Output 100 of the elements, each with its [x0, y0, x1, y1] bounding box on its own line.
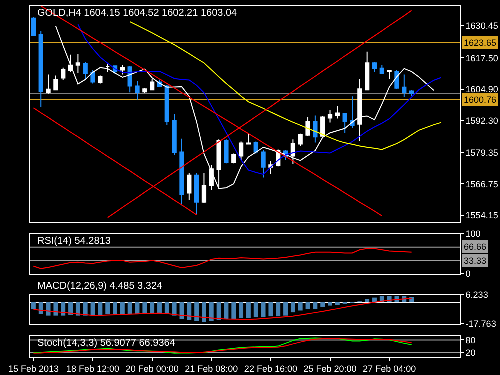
y-tick-label: 20	[466, 348, 476, 358]
bar	[284, 302, 288, 316]
bar	[246, 302, 251, 318]
bar	[142, 302, 148, 314]
bar	[290, 302, 296, 313]
candlestick	[238, 141, 244, 161]
bar	[38, 302, 44, 314]
candlestick	[380, 64, 384, 76]
bar	[128, 302, 132, 314]
y-tick-label: -17.763	[466, 319, 496, 330]
x-tick-label: 15 Feb 2013	[8, 364, 59, 374]
y-tick-label: 1554.15	[466, 210, 498, 221]
chart-title: Stoch(14,3,3) 56.9077 66.9364	[38, 338, 176, 349]
candlestick	[106, 63, 110, 74]
candlestick	[328, 110, 333, 124]
bar	[268, 302, 274, 317]
y-tick-label: 1592.30	[466, 116, 498, 126]
bar	[83, 302, 88, 316]
bar	[54, 302, 58, 316]
y-tick-label: 6.233	[466, 290, 488, 300]
candlestick	[142, 88, 148, 94]
bar	[172, 302, 177, 316]
candlestick	[342, 114, 348, 134]
bar	[150, 302, 155, 314]
bar	[216, 302, 222, 320]
y-tick-label: 1617.50	[466, 53, 498, 64]
line-series	[33, 298, 412, 320]
x-tick-label: 22 Feb 16:00	[244, 364, 298, 374]
candlestick	[320, 116, 326, 137]
y-tick-label: 80	[466, 335, 476, 346]
candlestick	[180, 138, 184, 206]
bar	[61, 302, 66, 316]
ref-line-label: 66.66	[464, 242, 487, 252]
bar	[239, 302, 244, 318]
x-tick-label: 25 Feb 20:00	[304, 364, 357, 374]
candlestick	[335, 106, 340, 120]
candlestick	[402, 74, 407, 98]
bar	[113, 302, 118, 314]
candlestick	[164, 84, 170, 126]
bar	[76, 302, 80, 316]
candlestick	[246, 134, 252, 145]
candlestick	[290, 139, 296, 165]
bar	[365, 299, 370, 303]
line-series	[33, 248, 412, 270]
bar	[320, 302, 326, 307]
bar	[313, 302, 318, 310]
bar	[232, 302, 236, 320]
candlestick	[350, 96, 355, 129]
bar	[164, 302, 170, 314]
ref-line-label: 1600.76	[464, 95, 497, 105]
bar	[276, 302, 281, 317]
chart-title: MACD(12,26,9) 4.485 3.324	[38, 281, 164, 292]
candlestick	[38, 30, 44, 108]
candlestick	[372, 62, 378, 74]
y-tick-label: 1604.90	[466, 84, 498, 95]
candlestick	[172, 114, 177, 156]
bar	[106, 302, 110, 314]
bar	[194, 302, 200, 322]
candlestick	[98, 75, 103, 84]
x-tick-label: 21 Feb 08:00	[185, 364, 238, 374]
bar	[187, 302, 192, 320]
bar	[120, 302, 125, 314]
candlestick	[83, 62, 88, 80]
bar	[335, 302, 340, 306]
bar	[254, 302, 258, 318]
ref-line-label: 1623.65	[464, 38, 497, 48]
candlestick	[76, 54, 81, 74]
candlestick	[387, 70, 392, 80]
y-tick-label: 1579.35	[466, 148, 498, 158]
y-tick-label: 1630.45	[466, 21, 498, 32]
ref-line-label: 33.33	[464, 256, 487, 266]
chart-title: RSI(14) 54.2813	[38, 236, 112, 247]
candlestick	[365, 51, 370, 91]
line-series	[78, 24, 442, 176]
y-tick-label: 100	[466, 229, 481, 240]
bar	[261, 302, 266, 318]
candlestick	[224, 139, 229, 164]
line-series	[55, 26, 435, 190]
bar	[209, 302, 214, 322]
candlestick	[194, 172, 200, 216]
x-tick-label: 27 Feb 04:00	[363, 364, 416, 374]
candlestick	[394, 70, 400, 90]
bar	[298, 302, 303, 311]
candlestick	[46, 74, 51, 94]
y-tick-label: 0	[466, 269, 471, 280]
bar	[158, 302, 162, 314]
bar	[328, 302, 332, 306]
candlestick	[358, 78, 362, 142]
bar	[31, 302, 36, 310]
candlestick	[120, 64, 125, 76]
line-series	[130, 21, 442, 150]
candlestick	[31, 16, 36, 36]
candlestick	[298, 133, 303, 147]
x-tick-label: 18 Feb 12:00	[66, 364, 120, 374]
bar	[202, 302, 206, 322]
candlestick	[61, 67, 66, 81]
bar	[306, 302, 310, 310]
candlestick	[135, 80, 140, 101]
candlestick	[202, 172, 207, 204]
candlestick	[261, 150, 266, 178]
